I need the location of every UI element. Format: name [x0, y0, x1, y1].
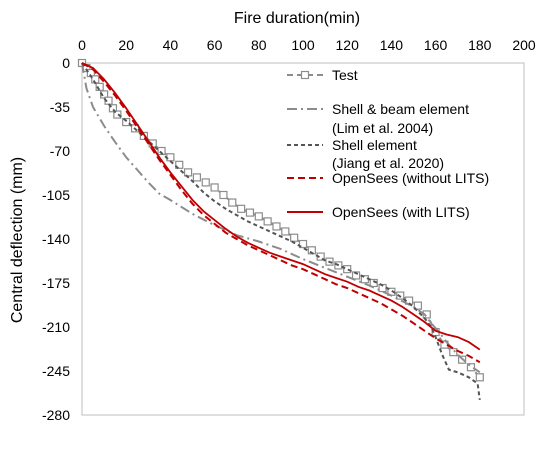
data-point — [113, 110, 122, 119]
x-tick-label: 100 — [291, 37, 315, 53]
series-line-3 — [81, 62, 481, 401]
series-line-5 — [81, 62, 481, 351]
x-tick-label: 0 — [78, 37, 86, 53]
y-tick-label: -140 — [42, 231, 70, 247]
y-tick-label: -35 — [50, 99, 70, 115]
y-tick-label: -70 — [50, 143, 70, 159]
data-point — [290, 233, 299, 242]
legend-marker — [300, 70, 310, 80]
data-point — [237, 204, 246, 213]
data-point — [108, 104, 118, 113]
x-tick-label: 140 — [380, 37, 404, 53]
legend-note: (Jiang et al. 2020) — [332, 155, 444, 171]
x-axis-title: Fire duration(min) — [234, 10, 360, 27]
data-point — [254, 212, 263, 221]
legend-label: Test — [332, 67, 358, 83]
data-point — [122, 117, 131, 127]
data-point — [183, 168, 193, 177]
data-point — [157, 146, 166, 156]
data-point — [201, 178, 210, 187]
data-point — [99, 90, 109, 99]
data-point — [219, 190, 228, 200]
data-point — [343, 265, 352, 274]
legend-note: (Lim et al. 2004) — [332, 120, 433, 136]
x-tick-label: 200 — [512, 37, 536, 53]
legend-label: OpenSees (without LITS) — [332, 170, 489, 186]
y-tick-label: -105 — [42, 187, 70, 203]
x-tick-labels: 0 20 40 60 80 100 120 140 160 180 200 — [78, 37, 536, 53]
data-point — [263, 217, 272, 226]
data-point — [281, 227, 290, 236]
y-axis-title: Central deflection (mm) — [9, 157, 26, 323]
x-tick-label: 160 — [424, 37, 448, 53]
legend: Test Shell & beam element (Lim et al. 2004… — [287, 67, 489, 220]
plot-area — [81, 62, 525, 416]
data-point — [95, 82, 104, 91]
data-point — [298, 239, 308, 249]
series-line-4 — [81, 62, 481, 364]
data-point — [228, 198, 237, 207]
y-tick-labels: 0 -35 -70 -105 -140 -175 -210 -245 -280 — [42, 55, 70, 423]
x-tick-label: 120 — [336, 37, 360, 53]
data-point — [175, 160, 184, 169]
y-tick-label: -175 — [42, 275, 70, 291]
series-line-2 — [81, 62, 481, 374]
data-point — [166, 153, 175, 162]
x-tick-label: 180 — [468, 37, 492, 53]
data-point — [272, 222, 281, 231]
x-tick-label: 40 — [163, 37, 179, 53]
legend-label: OpenSees (with LITS) — [332, 204, 470, 220]
data-point — [210, 183, 219, 192]
legend-label: Shell element — [332, 137, 417, 153]
data-point — [466, 363, 476, 372]
legend-label: Shell & beam element — [332, 101, 469, 117]
x-tick-label: 80 — [251, 37, 267, 53]
y-tick-label: -280 — [42, 407, 70, 423]
x-tick-label: 60 — [207, 37, 223, 53]
data-point — [475, 373, 484, 382]
plot-border — [81, 62, 525, 416]
data-point — [449, 348, 458, 357]
y-tick-label: 0 — [62, 55, 70, 71]
series-layer — [77, 58, 484, 401]
data-point — [351, 271, 361, 280]
y-tick-label: -210 — [42, 319, 70, 335]
data-point — [413, 301, 423, 310]
y-tick-label: -245 — [42, 363, 70, 379]
data-point — [245, 208, 255, 217]
x-tick-label: 20 — [118, 37, 134, 53]
data-point — [192, 173, 202, 182]
